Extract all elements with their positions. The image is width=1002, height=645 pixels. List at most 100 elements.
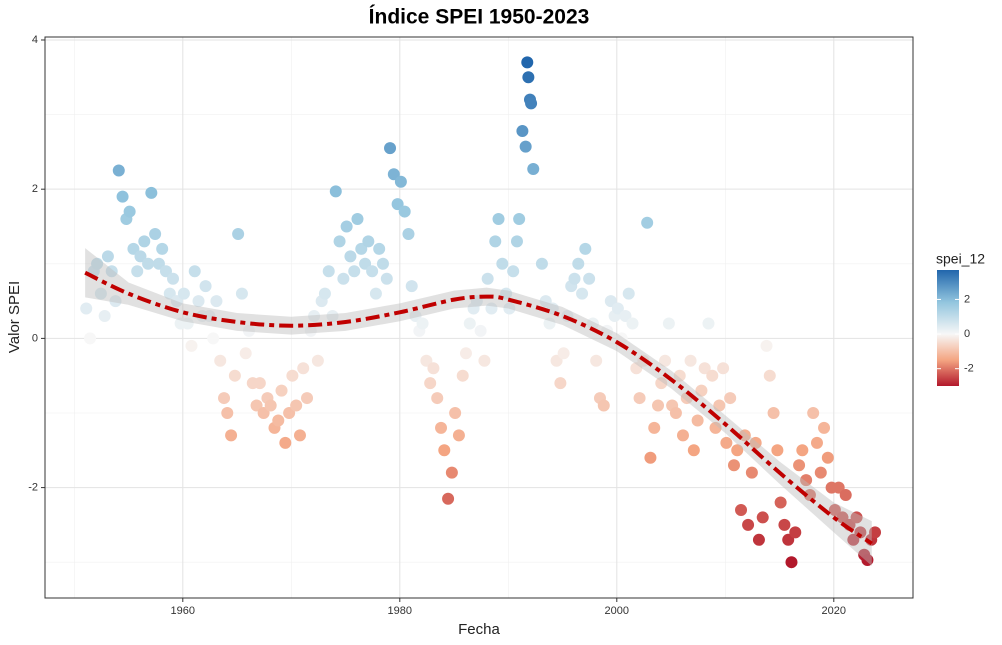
point [702, 317, 715, 330]
x-tick-label: 2020 [822, 605, 846, 617]
point [188, 265, 201, 278]
point [445, 466, 458, 479]
point [427, 362, 440, 375]
point [242, 324, 255, 337]
point [456, 369, 469, 382]
point [648, 421, 661, 434]
point [519, 140, 532, 153]
point [474, 324, 487, 337]
y-tick-label: 0 [32, 332, 38, 344]
point [706, 369, 719, 382]
y-tick-label: 4 [32, 34, 38, 46]
x-tick-label: 2000 [605, 605, 629, 617]
point [655, 377, 668, 390]
colorbar-tick-label: -2 [964, 363, 974, 375]
point [239, 347, 252, 360]
point [550, 354, 563, 367]
point [340, 220, 353, 233]
point [167, 272, 180, 285]
point [333, 235, 346, 248]
point [362, 235, 375, 248]
point [218, 392, 231, 405]
point [116, 190, 129, 203]
point [676, 429, 689, 442]
point [586, 317, 599, 330]
point [579, 242, 592, 255]
point [836, 511, 849, 524]
point [590, 354, 603, 367]
point [691, 414, 704, 427]
point [622, 287, 635, 300]
point [513, 213, 526, 226]
point [814, 466, 827, 479]
point [138, 235, 151, 248]
point [384, 142, 397, 155]
point [557, 347, 570, 360]
point [442, 492, 455, 505]
point [185, 339, 198, 352]
plot-frame [44, 36, 914, 599]
point [821, 451, 834, 464]
point [142, 257, 155, 270]
point [109, 295, 122, 308]
point [521, 56, 534, 69]
point [763, 369, 776, 382]
point [449, 406, 462, 419]
point [275, 384, 288, 397]
point [112, 164, 125, 177]
point [695, 384, 708, 397]
x-tick-label: 1980 [388, 605, 412, 617]
point [156, 242, 169, 255]
point [717, 362, 730, 375]
point [279, 436, 292, 449]
trend-line [84, 270, 873, 546]
point [431, 392, 444, 405]
point [850, 511, 863, 524]
point [543, 317, 556, 330]
point [807, 406, 820, 419]
point [322, 265, 335, 278]
point [380, 272, 393, 285]
x-tick-label: 1960 [171, 605, 195, 617]
point [604, 295, 617, 308]
point [463, 317, 476, 330]
point [489, 235, 502, 248]
point [611, 302, 624, 315]
point [257, 406, 270, 419]
point [134, 250, 147, 263]
legend-title: spei_12 [936, 251, 985, 267]
point [398, 205, 411, 218]
point [326, 310, 339, 323]
point [659, 354, 672, 367]
point [568, 272, 581, 285]
point [803, 489, 816, 502]
point [228, 369, 241, 382]
y-tick-label: 2 [32, 183, 38, 195]
point [283, 406, 296, 419]
point [214, 354, 227, 367]
point [145, 186, 158, 199]
point [394, 175, 407, 188]
point [673, 369, 686, 382]
point [793, 459, 806, 472]
point [344, 250, 357, 263]
point [800, 474, 813, 487]
point [727, 459, 740, 472]
point [152, 257, 165, 270]
point [760, 339, 773, 352]
y-axis-label: Valor SPEI [6, 281, 23, 353]
point [601, 324, 614, 337]
point [810, 436, 823, 449]
point [644, 451, 657, 464]
point [232, 227, 245, 240]
point [535, 257, 548, 270]
point [329, 185, 342, 198]
point [177, 287, 190, 300]
point [492, 213, 505, 226]
point [318, 287, 331, 300]
point [207, 332, 220, 345]
point [861, 553, 874, 566]
point [698, 362, 711, 375]
point [159, 265, 172, 278]
point [225, 429, 238, 442]
